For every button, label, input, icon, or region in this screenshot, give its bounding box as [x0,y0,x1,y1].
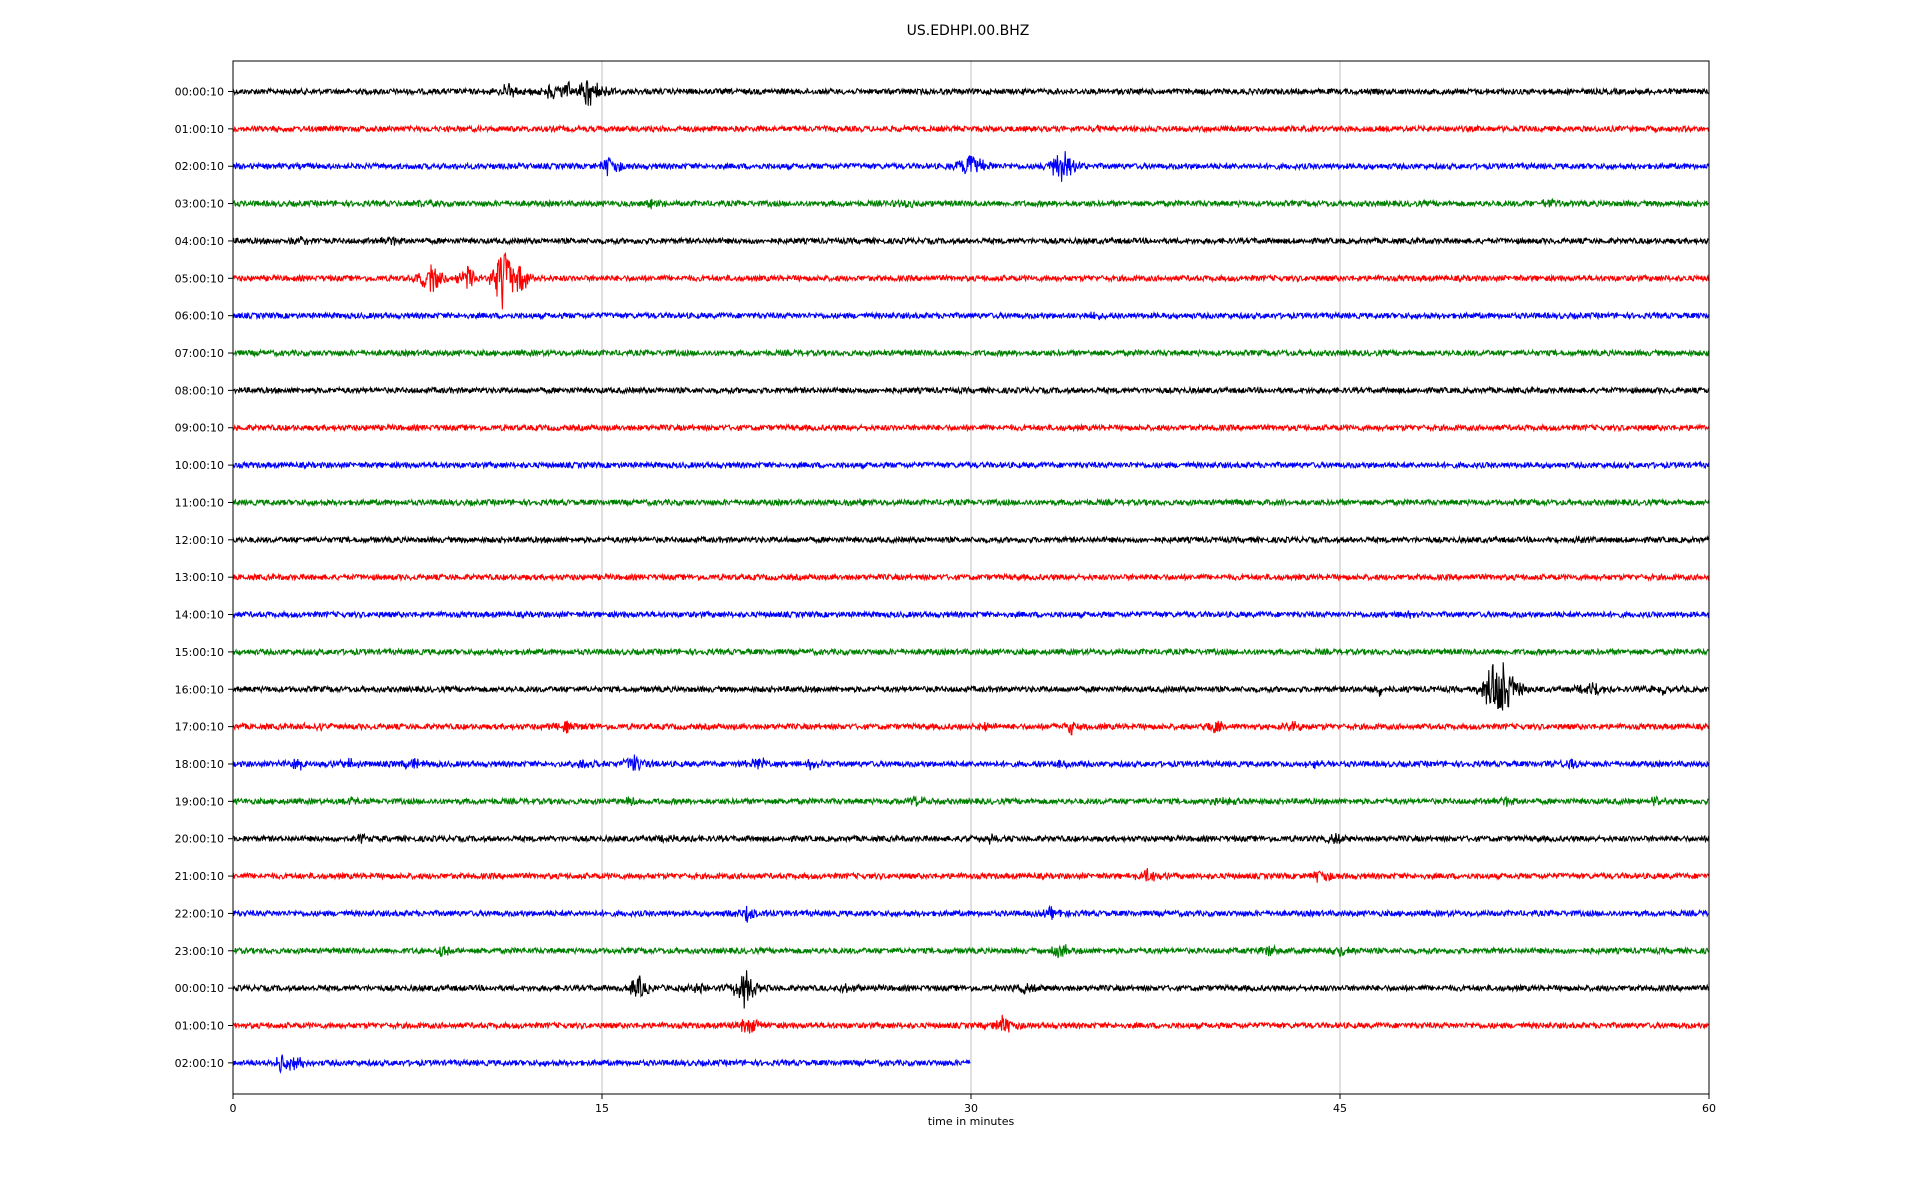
trace-row-0 [232,80,1710,106]
trace-row-24 [232,970,1710,1009]
trace-row-3 [232,197,1710,210]
row-time-label: 07:00:10 [175,347,224,360]
trace-row-23 [232,943,1710,959]
x-tick-label: 60 [1702,1102,1716,1115]
row-time-label: 00:00:10 [175,982,224,995]
trace-row-15 [232,647,1710,657]
row-time-label: 14:00:10 [175,609,224,622]
trace-row-22 [232,904,1710,923]
chart-title: US.EDHPI.00.BHZ [907,23,1030,39]
row-time-label: 22:00:10 [175,907,224,920]
row-time-label: 02:00:10 [175,160,224,173]
trace-row-20 [232,832,1710,845]
traces [232,80,1710,1075]
row-time-label: 05:00:10 [175,272,224,285]
row-time-label: 15:00:10 [175,646,224,659]
trace-row-11 [232,497,1710,508]
row-time-label: 23:00:10 [175,945,224,958]
trace-row-9 [232,422,1710,433]
x-axis-label: time in minutes [928,1115,1015,1128]
x-tick-label: 45 [1333,1102,1347,1115]
trace-row-19 [232,795,1710,807]
row-time-label: 00:00:10 [175,86,224,99]
row-labels: 00:00:10 01:00:10 02:00:10 03:00:10 04:00:10… [175,86,233,1070]
row-time-label: 21:00:10 [175,870,224,883]
row-time-label: 17:00:10 [175,721,224,734]
row-time-label: 19:00:10 [175,795,224,808]
row-time-label: 01:00:10 [175,123,224,136]
row-time-label: 16:00:10 [175,683,224,696]
row-time-label: 09:00:10 [175,422,224,435]
x-tick-label: 0 [230,1102,237,1115]
row-time-label: 03:00:10 [175,198,224,211]
trace-row-7 [232,348,1710,358]
row-time-label: 18:00:10 [175,758,224,771]
row-time-label: 11:00:10 [175,496,224,509]
trace-row-6 [232,310,1710,321]
trace-row-2 [232,151,1709,182]
row-time-label: 02:00:10 [175,1057,224,1070]
x-axis: 0 15 30 45 60 [230,1094,1716,1115]
trace-row-26 [233,1054,971,1075]
trace-row-16 [232,662,1710,711]
trace-row-18 [232,754,1710,772]
trace-row-10 [232,460,1710,470]
row-time-label: 20:00:10 [175,833,224,846]
trace-row-14 [232,609,1710,620]
trace-row-17 [232,720,1710,736]
trace-row-21 [232,867,1710,883]
row-time-label: 06:00:10 [175,310,224,323]
trace-row-12 [232,534,1710,545]
trace-row-1 [232,123,1710,134]
trace-row-5 [232,252,1710,310]
row-time-label: 01:00:10 [175,1020,224,1033]
row-time-label: 04:00:10 [175,235,224,248]
x-tick-label: 15 [595,1102,609,1115]
row-time-label: 10:00:10 [175,459,224,472]
x-tick-label: 30 [964,1102,978,1115]
trace-row-25 [232,1014,1710,1034]
row-time-label: 13:00:10 [175,571,224,584]
row-time-label: 08:00:10 [175,384,224,397]
trace-row-8 [232,385,1710,396]
trace-row-4 [232,236,1710,246]
trace-row-13 [232,572,1710,583]
row-time-label: 12:00:10 [175,534,224,547]
